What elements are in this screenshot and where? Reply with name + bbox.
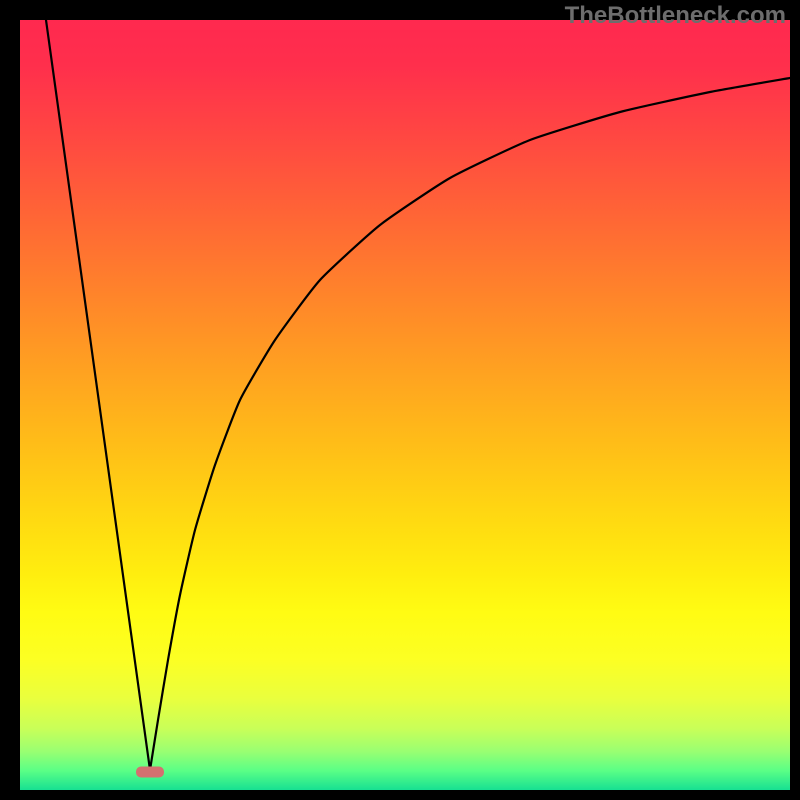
minimum-marker: [136, 767, 164, 778]
watermark-text: TheBottleneck.com: [565, 2, 786, 30]
plot-area: [20, 20, 790, 790]
gradient-background: [20, 20, 790, 790]
canvas-frame: TheBottleneck.com: [0, 0, 800, 800]
chart-svg: [20, 20, 790, 790]
